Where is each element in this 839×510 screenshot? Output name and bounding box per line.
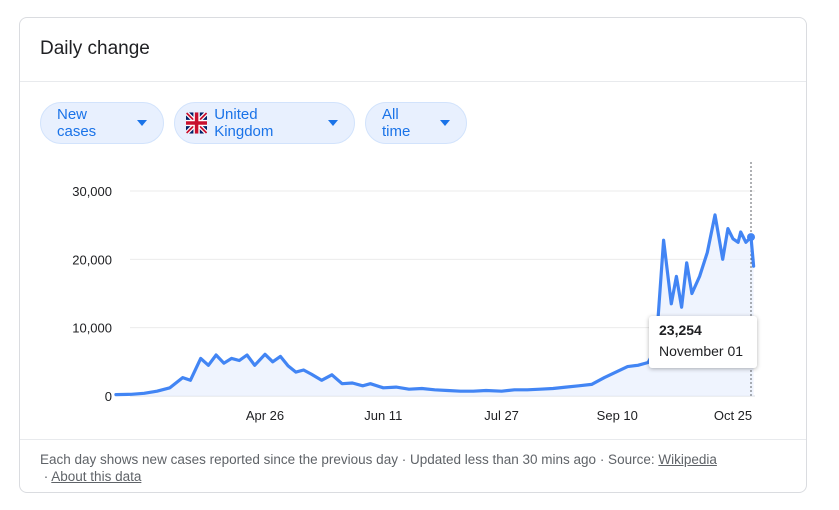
tooltip-date: November 01	[659, 343, 744, 359]
region-dropdown-label: United Kingdom	[214, 106, 274, 140]
daily-cases-chart: 0 10,000 20,000 30,000 Apr 26 Jun 11 Jul 27 Sep…	[72, 162, 756, 423]
y-tick-label: 0	[105, 389, 112, 404]
metric-dropdown[interactable]: New cases	[40, 102, 164, 144]
source-link[interactable]: Wikipedia	[658, 452, 717, 467]
chevron-down-icon	[328, 120, 338, 126]
y-tick-label: 20,000	[72, 252, 112, 267]
y-tick-label: 10,000	[72, 321, 112, 336]
card-title: Daily change	[40, 38, 150, 59]
uk-flag-icon	[186, 112, 208, 134]
cases-line	[114, 213, 756, 397]
x-tick-label: Jun 11	[364, 408, 402, 423]
header-divider	[20, 81, 806, 82]
chevron-down-icon	[440, 120, 450, 126]
footer: Each day shows new cases reported since …	[40, 451, 790, 485]
metric-dropdown-label: New cases	[57, 106, 97, 140]
chart-tooltip: 23,254 November 01	[649, 316, 757, 368]
x-tick-label: Apr 26	[246, 408, 284, 423]
chevron-down-icon	[137, 120, 147, 126]
range-dropdown-label: All time	[382, 106, 411, 140]
range-dropdown[interactable]: All time	[365, 102, 467, 144]
about-data-link[interactable]: About this data	[51, 469, 142, 484]
region-dropdown[interactable]: United Kingdom	[174, 102, 355, 144]
footer-divider	[20, 439, 806, 440]
x-tick-label: Oct 25	[714, 408, 752, 423]
daily-change-card: Daily change New cases United Kingdom Al…	[19, 17, 807, 493]
hover-point	[747, 233, 755, 242]
x-tick-label: Sep 10	[597, 408, 638, 423]
tooltip-value: 23,254	[659, 322, 702, 338]
cases-area	[115, 214, 754, 396]
footer-text: Each day shows new cases reported since …	[40, 452, 655, 467]
footer-separator: ·	[43, 469, 49, 484]
y-tick-label: 30,000	[72, 184, 112, 199]
x-tick-label: Jul 27	[484, 408, 519, 423]
